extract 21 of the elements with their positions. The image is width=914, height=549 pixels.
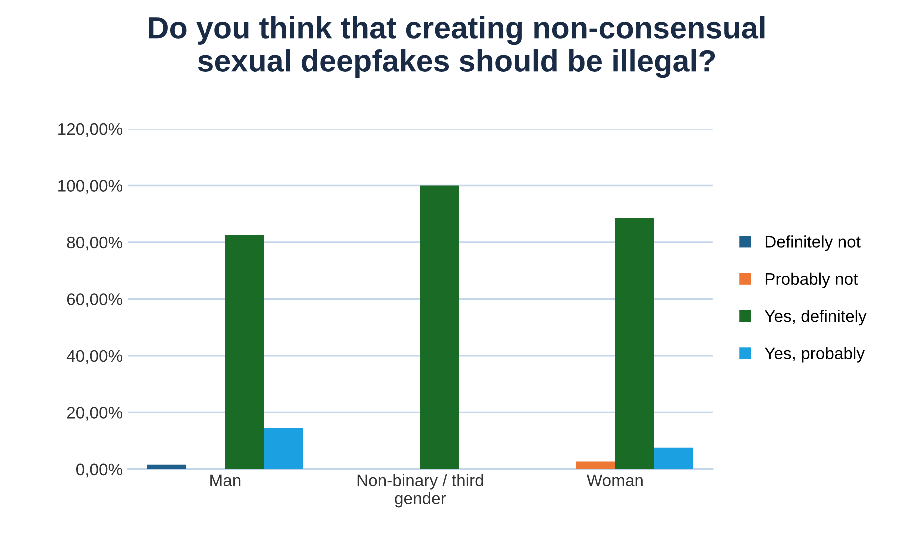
- x-tick-label: Woman: [586, 474, 643, 486]
- y-tick-label: 20,00%: [67, 407, 123, 421]
- legend-label: Probably not: [766, 272, 858, 288]
- y-tick-label: 60,00%: [67, 294, 123, 308]
- bar: [654, 448, 694, 470]
- y-tick-label: 100,00%: [58, 180, 123, 194]
- legend-label: Yes, probably: [764, 347, 865, 363]
- x-tick-label: Non-binary / third gender: [358, 474, 484, 508]
- y-tick-label: 120,00%: [58, 123, 123, 138]
- bar: [615, 218, 654, 470]
- chart-title: Do you think that creating non-consensual sexual deepfakes should be illegal?: [149, 16, 765, 78]
- bar: [420, 186, 460, 470]
- legend-label: Yes, definitely: [764, 310, 867, 326]
- y-tick-label: 80,00%: [67, 236, 123, 251]
- legend-label: Definitely not: [766, 236, 861, 252]
- y-tick-label: 40,00%: [66, 350, 123, 364]
- bar: [576, 462, 616, 470]
- bar: [225, 235, 264, 470]
- bar: [264, 428, 304, 470]
- y-tick-label: 0,00%: [76, 464, 123, 478]
- x-tick-label: Man: [210, 474, 241, 486]
